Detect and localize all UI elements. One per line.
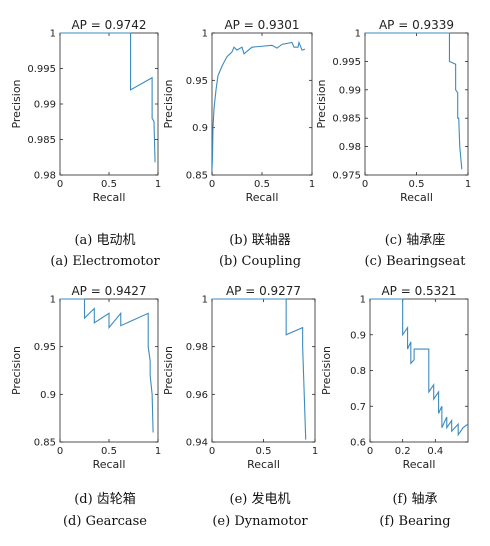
x-tick-label-e-0: 0 bbox=[209, 446, 215, 457]
y-tick-label-f-3: 0.7 bbox=[350, 402, 366, 413]
y-tick-label-e-1: 0.98 bbox=[186, 342, 208, 353]
caption-cn-c: (c) 轴承座 bbox=[384, 233, 446, 248]
chart-a: AP = 0.9742 0 0.5 1 1 0.995 0.99 0.985 0.98 Recal… bbox=[10, 18, 161, 204]
x-tick-label-d-2: 1 bbox=[155, 446, 161, 457]
y-axis-label-a: Precision bbox=[10, 79, 23, 128]
x-tick-label-b-1: 0.5 bbox=[254, 179, 270, 190]
y-tick-label-c-0: 1 bbox=[355, 29, 361, 40]
y-tick-label-a-4: 0.98 bbox=[34, 171, 56, 182]
x-tick-label-b-2: 1 bbox=[309, 179, 315, 190]
y-tick-label-b-0: 1 bbox=[202, 29, 208, 40]
y-tick-label-f-2: 0.8 bbox=[350, 366, 366, 377]
chart-title-a: AP = 0.9742 bbox=[71, 18, 146, 32]
y-tick-label-a-1: 0.995 bbox=[27, 64, 56, 75]
plot-frame-a bbox=[59, 32, 159, 176]
chart-title-f: AP = 0.5321 bbox=[381, 284, 456, 298]
y-tick-label-f-4: 0.6 bbox=[350, 438, 366, 449]
x-tick-label-c-0: 0 bbox=[362, 179, 368, 190]
x-tick-label-b-0: 0 bbox=[209, 179, 215, 190]
chart-f: AP = 0.5321 0 0.2 0.4 1 0.9 0.8 0.7 0.6 Recall Pre… bbox=[320, 284, 469, 471]
caption-cn-b: (b) 联轴器 bbox=[229, 233, 291, 248]
y-axis-label-c: Precision bbox=[315, 79, 328, 128]
caption-cn-f: (f) 轴承 bbox=[392, 492, 438, 507]
y-tick-label-c-4: 0.98 bbox=[339, 142, 361, 153]
y-tick-label-d-2: 0.9 bbox=[40, 390, 56, 401]
x-axis-label-e: Recall bbox=[247, 458, 280, 471]
pr-curve-d bbox=[60, 298, 154, 433]
y-tick-label-d-3: 0.85 bbox=[34, 438, 56, 449]
y-tick-label-e-0: 1 bbox=[202, 295, 208, 306]
y-tick-label-e-2: 0.96 bbox=[186, 390, 208, 401]
x-axis-label-b: Recall bbox=[246, 191, 279, 204]
chart-c: AP = 0.9339 0 0.5 1 1 0.995 0.99 0.985 0.98 0.975… bbox=[315, 18, 471, 204]
y-axis-label-d: Precision bbox=[10, 346, 23, 395]
y-tick-label-d-1: 0.95 bbox=[34, 342, 56, 353]
x-axis-label-f: Recall bbox=[403, 458, 436, 471]
y-tick-label-b-1: 0.95 bbox=[186, 76, 208, 87]
y-tick-label-d-0: 1 bbox=[50, 295, 56, 306]
caption-en-a: (a) Electromotor bbox=[50, 254, 160, 269]
x-tick-label-f-2: 0.4 bbox=[427, 446, 443, 457]
caption-en-d: (d) Gearcase bbox=[62, 514, 148, 529]
caption-en-b: (b) Coupling bbox=[218, 254, 302, 269]
caption-cn-a: (a) 电动机 bbox=[74, 233, 136, 248]
x-tick-label-f-1: 0.2 bbox=[395, 446, 411, 457]
y-axis-label-e: Precision bbox=[162, 346, 175, 395]
chart-b: AP = 0.9301 0 0.5 1 1 0.95 0.9 0.85 Recall Precis… bbox=[162, 18, 315, 204]
plot-frame-b bbox=[211, 32, 313, 176]
x-axis-label-d: Recall bbox=[93, 458, 126, 471]
y-tick-label-e-3: 0.94 bbox=[186, 438, 208, 449]
x-axis-label-a: Recall bbox=[93, 191, 126, 204]
y-tick-label-a-2: 0.99 bbox=[34, 100, 56, 111]
x-tick-label-c-1: 0.5 bbox=[409, 179, 425, 190]
chart-title-b: AP = 0.9301 bbox=[224, 18, 299, 32]
chart-title-d: AP = 0.9427 bbox=[71, 284, 146, 298]
x-tick-label-e-1: 0.5 bbox=[256, 446, 272, 457]
caption-cn-e: (e) 发电机 bbox=[229, 492, 291, 507]
caption-en-e: (e) Dynamotor bbox=[212, 514, 308, 529]
caption-cn-d: (d) 齿轮箱 bbox=[74, 492, 136, 507]
plot-frame-f bbox=[369, 298, 469, 443]
chart-e: AP = 0.9277 0 0.5 1 1 0.98 0.96 0.94 Recall Preci… bbox=[162, 284, 318, 471]
caption-en-f: (f) Bearing bbox=[379, 514, 451, 529]
x-tick-label-d-0: 0 bbox=[57, 446, 63, 457]
y-tick-label-b-3: 0.85 bbox=[186, 171, 208, 182]
x-tick-label-a-0: 0 bbox=[57, 179, 63, 190]
x-tick-label-f-0: 0 bbox=[367, 446, 373, 457]
y-tick-label-c-2: 0.99 bbox=[339, 85, 361, 96]
y-tick-label-a-0: 1 bbox=[50, 29, 56, 40]
x-tick-label-d-1: 0.5 bbox=[101, 446, 117, 457]
y-tick-label-f-1: 0.9 bbox=[350, 330, 366, 341]
x-tick-label-a-1: 0.5 bbox=[101, 179, 117, 190]
chart-title-e: AP = 0.9277 bbox=[226, 284, 301, 298]
x-tick-label-e-2: 1 bbox=[312, 446, 318, 457]
y-tick-label-c-5: 0.975 bbox=[332, 171, 361, 182]
chart-title-c: AP = 0.9339 bbox=[379, 18, 454, 32]
y-tick-label-f-0: 1 bbox=[360, 295, 366, 306]
y-tick-label-b-2: 0.9 bbox=[192, 123, 208, 134]
y-tick-label-c-3: 0.985 bbox=[332, 114, 361, 125]
x-axis-label-c: Recall bbox=[400, 191, 433, 204]
x-tick-label-c-2: 1 bbox=[465, 179, 471, 190]
y-axis-label-b: Precision bbox=[162, 79, 175, 128]
y-tick-label-c-1: 0.995 bbox=[332, 57, 361, 68]
y-tick-label-a-3: 0.985 bbox=[27, 135, 56, 146]
pr-curve-a bbox=[60, 32, 156, 163]
plot-frame-c bbox=[364, 32, 469, 176]
caption-en-c: (c) Bearingseat bbox=[364, 254, 466, 269]
pr-curve-f bbox=[370, 298, 468, 437]
x-tick-label-a-2: 1 bbox=[155, 179, 161, 190]
pr-curve-e bbox=[212, 298, 307, 440]
y-axis-label-f: Precision bbox=[320, 346, 333, 395]
pr-curve-b bbox=[212, 40, 306, 171]
pr-curve-c bbox=[365, 32, 463, 170]
plot-frame-e bbox=[211, 298, 316, 443]
chart-d: AP = 0.9427 0 0.5 1 1 0.95 0.9 0.85 Recall Precis… bbox=[10, 284, 161, 471]
